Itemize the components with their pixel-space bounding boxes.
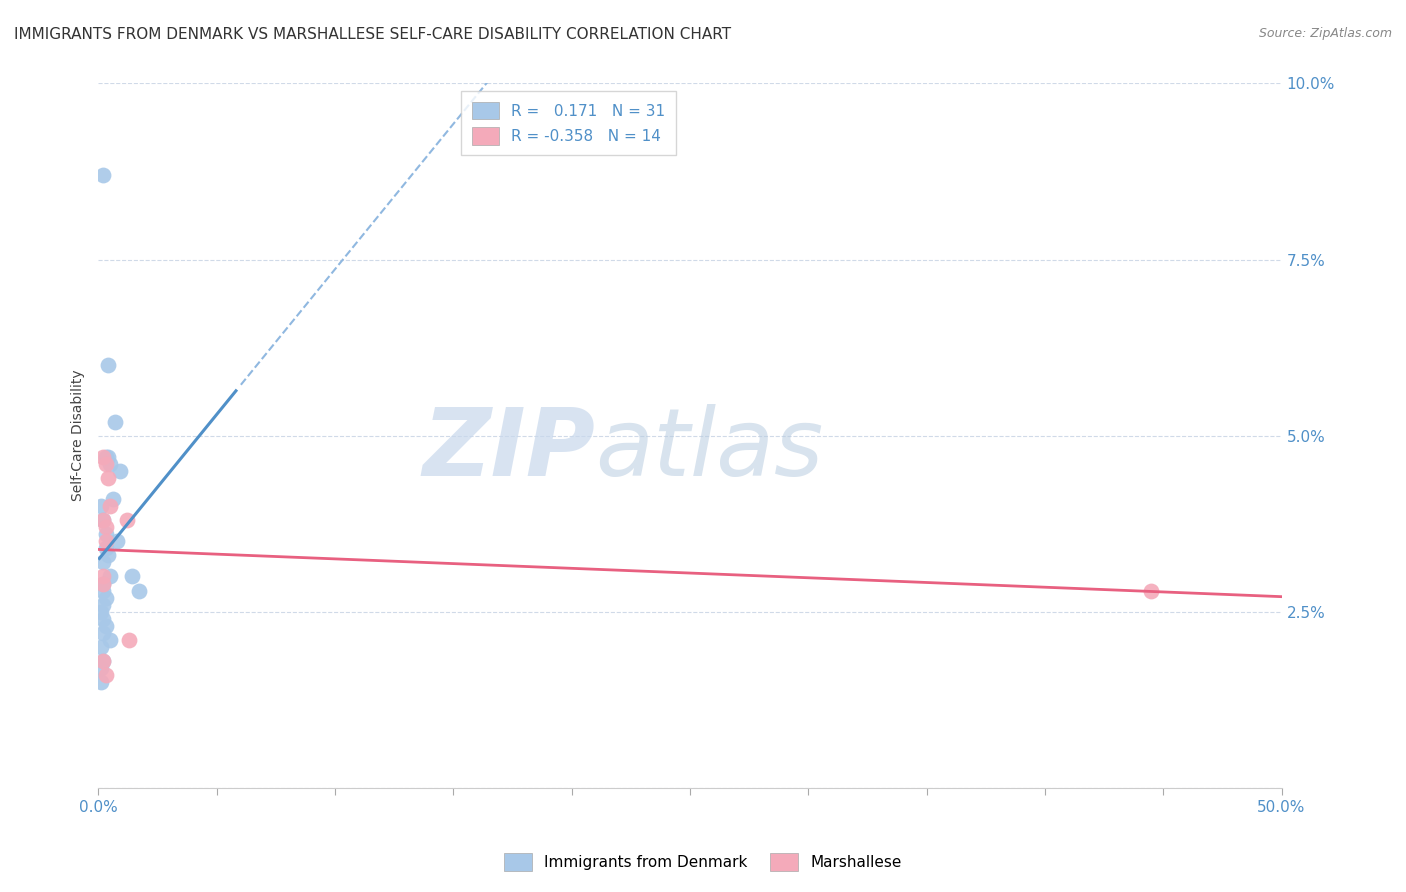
Point [91,654,114,668]
Point [97,471,120,485]
Point [90,499,112,513]
Point [98,457,121,471]
Point [91,654,114,668]
Point [97,549,120,563]
Point [91,168,114,182]
Point [94,450,117,464]
Point [91,513,114,527]
Point [118,632,141,647]
Point [105,534,128,549]
Point [128,583,150,598]
Point [90,640,112,654]
Point [94,591,117,605]
Point [91,569,114,583]
Point [98,569,121,583]
Point [104,415,127,429]
Point [121,569,143,583]
Point [90,675,112,690]
Legend: R =   0.171   N = 31, R = -0.358   N = 14: R = 0.171 N = 31, R = -0.358 N = 14 [461,91,676,155]
Point [108,464,131,478]
Point [91,612,114,626]
Point [91,513,114,527]
Point [97,450,120,464]
Point [94,520,117,534]
Point [91,583,114,598]
Point [91,450,114,464]
Y-axis label: Self-Care Disability: Self-Care Disability [72,370,86,501]
Point [94,527,117,541]
Text: atlas: atlas [595,404,824,495]
Point [94,541,117,556]
Text: IMMIGRANTS FROM DENMARK VS MARSHALLESE SELF-CARE DISABILITY CORRELATION CHART: IMMIGRANTS FROM DENMARK VS MARSHALLESE S… [14,27,731,42]
Text: Source: ZipAtlas.com: Source: ZipAtlas.com [1258,27,1392,40]
Point [101,491,124,506]
Point [98,499,121,513]
Point [94,534,117,549]
Point [91,576,114,591]
Point [90,605,112,619]
Point [91,625,114,640]
Point [94,668,117,682]
Point [1140,583,1163,598]
Point [94,457,117,471]
Point [115,513,138,527]
Point [90,661,112,675]
Point [91,555,114,569]
Point [94,619,117,633]
Point [98,632,121,647]
Point [97,358,120,372]
Point [91,576,114,591]
Text: ZIP: ZIP [422,404,595,496]
Legend: Immigrants from Denmark, Marshallese: Immigrants from Denmark, Marshallese [495,844,911,880]
Point [91,598,114,612]
